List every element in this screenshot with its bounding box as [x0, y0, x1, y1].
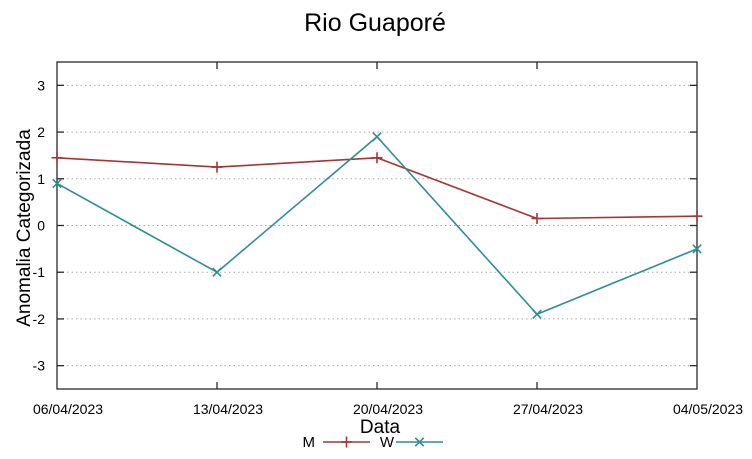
y-tick-label: -3: [33, 358, 46, 374]
legend-label-W: W: [380, 434, 395, 451]
data-point-marker-W: [212, 267, 222, 277]
y-tick-label: -2: [33, 311, 46, 327]
x-tick-label: 20/04/2023: [353, 401, 423, 417]
x-tick-label: 04/05/2023: [673, 401, 743, 417]
x-tick-label: 13/04/2023: [193, 401, 263, 417]
plot-border: [56, 61, 698, 390]
x-tick-label: 27/04/2023: [513, 401, 583, 417]
data-point-marker-W: [52, 178, 62, 189]
y-tick-label: 0: [37, 218, 45, 234]
y-tick-label: 1: [37, 171, 45, 187]
y-tick-label: -1: [33, 264, 46, 280]
legend-sample-marker-W: [414, 437, 425, 447]
chart-title: Rio Guaporé: [304, 9, 446, 37]
data-point-marker-W: [692, 244, 702, 254]
y-tick-label: 3: [37, 77, 45, 93]
y-axis-label: Anomalia Categorizada: [14, 129, 35, 327]
data-point-marker-W: [532, 309, 542, 320]
data-point-marker-W: [372, 131, 382, 142]
x-axis-label: Data: [360, 417, 401, 438]
legend-label-M: M: [303, 434, 316, 451]
y-tick-label: 2: [37, 124, 45, 140]
x-tick-label: 06/04/2023: [33, 401, 103, 417]
